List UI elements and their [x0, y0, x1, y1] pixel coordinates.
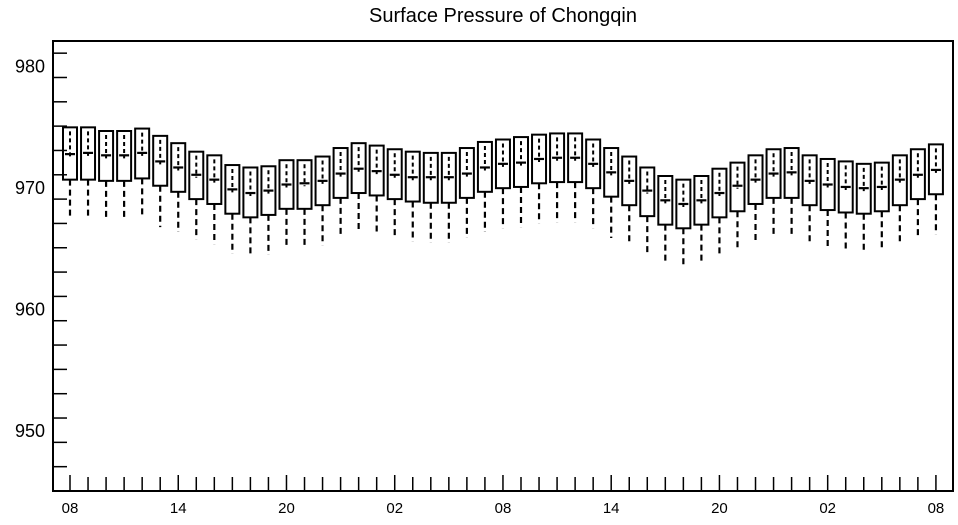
box-group	[476, 140, 493, 232]
box-group	[711, 167, 728, 257]
box-group	[386, 148, 403, 239]
box-group	[422, 151, 439, 243]
x-tick-label: 14	[603, 500, 620, 517]
box-group	[98, 130, 115, 219]
box-group	[368, 144, 385, 235]
y-tick-label: 970	[15, 178, 45, 198]
box-group	[531, 133, 548, 224]
x-tick-label: 20	[278, 500, 295, 517]
box-group	[296, 159, 313, 248]
chart-title: Surface Pressure of Chongqin	[369, 5, 637, 27]
box-group	[350, 142, 367, 232]
box-group	[621, 155, 638, 245]
box-group	[873, 161, 890, 251]
box-group	[657, 175, 674, 264]
box-group	[909, 148, 926, 239]
box-group	[260, 165, 277, 256]
box-group	[891, 154, 908, 245]
box-group	[314, 155, 331, 246]
box-group	[747, 154, 764, 241]
box-group	[765, 148, 782, 236]
plot-frame	[52, 40, 954, 492]
box-group	[278, 159, 295, 248]
box-group	[549, 132, 566, 223]
x-tick-label: 08	[928, 500, 945, 517]
box-group	[819, 157, 836, 249]
box-group	[404, 150, 421, 242]
box-group	[513, 136, 529, 228]
box-group	[639, 166, 656, 256]
box-group	[134, 127, 151, 218]
box-group	[224, 164, 241, 254]
box-group	[188, 150, 205, 240]
x-tick-label: 02	[386, 500, 403, 517]
box-group	[116, 130, 133, 220]
box-group	[242, 166, 259, 257]
x-tick-label: 14	[170, 500, 187, 517]
box-group	[458, 147, 475, 239]
box-group	[855, 162, 872, 253]
box-group	[585, 138, 602, 229]
y-tick-label: 950	[15, 421, 45, 441]
x-tick-label: 08	[495, 500, 512, 517]
x-tick-label: 20	[711, 500, 728, 517]
box-group	[206, 154, 223, 245]
box-group	[603, 147, 620, 239]
box-group	[567, 132, 584, 223]
y-tick-label: 960	[15, 300, 45, 320]
box-group	[693, 175, 710, 264]
box-group	[837, 160, 854, 252]
x-tick-label: 08	[62, 500, 79, 517]
box-group	[783, 147, 800, 235]
y-tick-label: 980	[15, 56, 45, 76]
box-group	[332, 147, 349, 237]
box-group	[152, 134, 169, 228]
box-group	[170, 142, 187, 232]
box-group	[62, 126, 78, 219]
box-group	[675, 178, 692, 266]
box-group	[801, 154, 818, 245]
box-group	[927, 143, 944, 235]
box-series	[62, 126, 944, 266]
box-group	[729, 161, 746, 248]
box-group	[440, 151, 457, 243]
x-tick-label: 02	[819, 500, 836, 517]
box-group	[494, 138, 511, 229]
box-group	[80, 126, 97, 218]
axes: 950 960 970 980 08 14 20 02 08 14 20 02 08	[15, 40, 954, 517]
